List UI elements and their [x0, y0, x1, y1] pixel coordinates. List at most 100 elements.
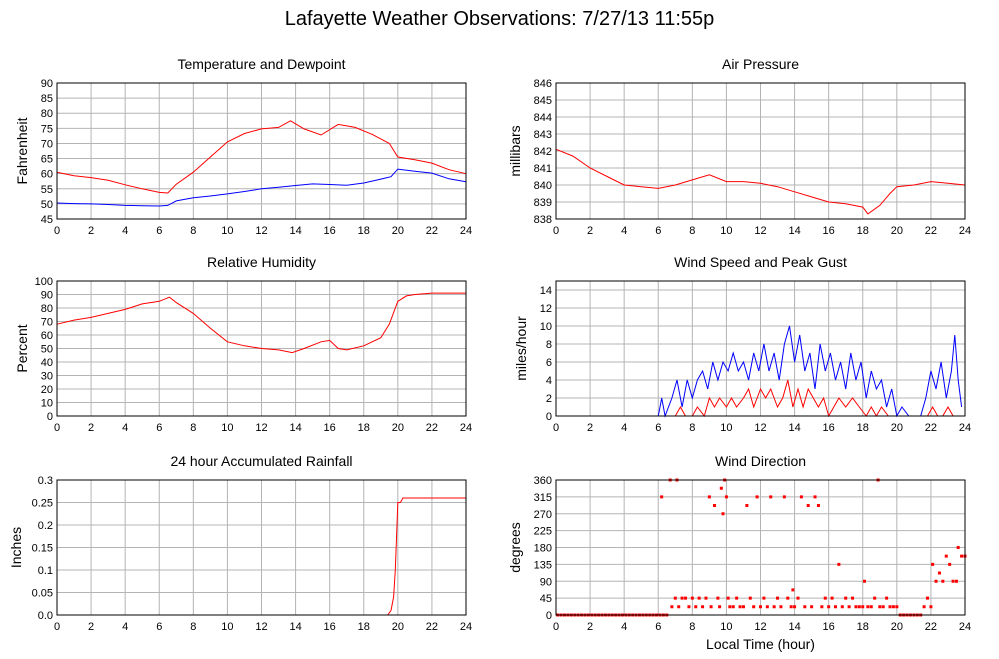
x-tick-label: 20: [392, 422, 404, 434]
chart-title: Wind Speed and Peak Gust: [674, 254, 847, 270]
data-point: [769, 495, 773, 499]
x-tick-label: 12: [754, 422, 766, 434]
data-point: [854, 605, 858, 609]
data-point: [721, 512, 725, 516]
data-point: [840, 605, 844, 609]
y-tick-label: 0: [546, 411, 552, 423]
series-line-blue: [556, 325, 963, 418]
y-tick-label: 843: [534, 129, 552, 141]
x-tick-label: 0: [54, 422, 60, 434]
data-point: [745, 504, 749, 507]
series-line-red: [56, 292, 466, 354]
x-tick-label: 18: [857, 225, 869, 237]
y-tick-label: 841: [534, 163, 552, 175]
data-point: [673, 596, 677, 600]
data-point: [724, 495, 728, 499]
y-tick-label: 12: [540, 303, 552, 315]
y-tick-label: 80: [41, 108, 53, 120]
x-tick-label: 18: [857, 422, 869, 434]
data-point: [956, 546, 960, 549]
x-tick-label: 20: [392, 621, 404, 633]
y-tick-label: 360: [534, 475, 552, 487]
y-tick-label: 65: [41, 154, 53, 166]
y-tick-label: 225: [534, 526, 552, 538]
series-line-red: [556, 379, 954, 418]
data-point: [772, 605, 776, 609]
y-axis-label: miles/hour: [513, 316, 529, 381]
x-tick-label: 6: [655, 621, 661, 633]
x-tick-label: 18: [857, 621, 869, 633]
data-point: [866, 605, 870, 609]
y-tick-label: 90: [41, 78, 53, 90]
data-point: [782, 495, 786, 499]
data-point: [796, 596, 800, 600]
x-tick-label: 18: [358, 621, 370, 633]
y-tick-label: 2: [546, 393, 552, 405]
series-line-red: [555, 148, 966, 215]
x-tick-label: 22: [925, 225, 937, 237]
x-tick-label: 8: [190, 422, 196, 434]
y-axis-label: degrees: [507, 522, 523, 573]
x-tick-label: 24: [959, 225, 971, 237]
x-tick-label: 4: [621, 225, 627, 237]
x-tick-label: 10: [720, 621, 732, 633]
data-point: [670, 605, 674, 609]
data-point: [789, 605, 793, 609]
data-point: [765, 605, 769, 609]
data-point: [888, 605, 892, 609]
data-point: [844, 596, 848, 600]
y-tick-label: 0.15: [32, 543, 53, 555]
data-point: [929, 605, 933, 609]
data-point: [728, 605, 732, 609]
data-point: [951, 579, 955, 583]
data-point: [704, 596, 708, 600]
data-point: [707, 495, 711, 499]
data-point: [716, 596, 720, 600]
y-tick-label: 90: [41, 290, 53, 302]
x-tick-label: 24: [460, 225, 472, 237]
x-tick-label: 8: [689, 225, 695, 237]
x-tick-label: 22: [426, 422, 438, 434]
data-point: [823, 596, 827, 600]
x-tick-label: 4: [122, 225, 128, 237]
data-point: [752, 605, 756, 609]
data-point: [791, 588, 795, 592]
x-tick-label: 22: [426, 621, 438, 633]
data-point: [941, 579, 945, 583]
x-tick-label: 16: [324, 225, 336, 237]
y-tick-label: 180: [534, 543, 552, 555]
x-tick-label: 18: [358, 225, 370, 237]
data-point: [799, 495, 803, 499]
x-tick-label: 14: [289, 621, 301, 633]
x-tick-label: 8: [689, 621, 695, 633]
data-point: [891, 605, 895, 609]
x-tick-label: 4: [122, 422, 128, 434]
x-tick-label: 16: [823, 621, 835, 633]
y-tick-label: 0: [47, 411, 53, 423]
y-tick-label: 840: [534, 180, 552, 192]
x-tick-label: 10: [720, 422, 732, 434]
data-point: [726, 596, 730, 600]
x-tick-label: 18: [358, 422, 370, 434]
data-point: [885, 596, 889, 600]
y-tick-label: 70: [41, 317, 53, 329]
x-tick-label: 12: [255, 621, 267, 633]
x-tick-label: 14: [788, 422, 800, 434]
data-point: [862, 579, 866, 583]
data-point: [837, 562, 841, 566]
y-axis-label: Fahrenheit: [14, 117, 30, 184]
x-tick-label: 22: [925, 621, 937, 633]
y-tick-label: 839: [534, 197, 552, 209]
x-tick-label: 20: [392, 225, 404, 237]
x-tick-label: 20: [891, 422, 903, 434]
x-tick-label: 12: [754, 621, 766, 633]
y-tick-label: 0.1: [38, 565, 53, 577]
x-tick-label: 4: [122, 621, 128, 633]
chart-title: Wind Direction: [715, 453, 806, 469]
x-tick-label: 12: [754, 225, 766, 237]
y-tick-label: 80: [41, 303, 53, 315]
y-tick-label: 20: [41, 384, 53, 396]
y-tick-label: 10: [540, 321, 552, 333]
x-tick-label: 20: [891, 225, 903, 237]
